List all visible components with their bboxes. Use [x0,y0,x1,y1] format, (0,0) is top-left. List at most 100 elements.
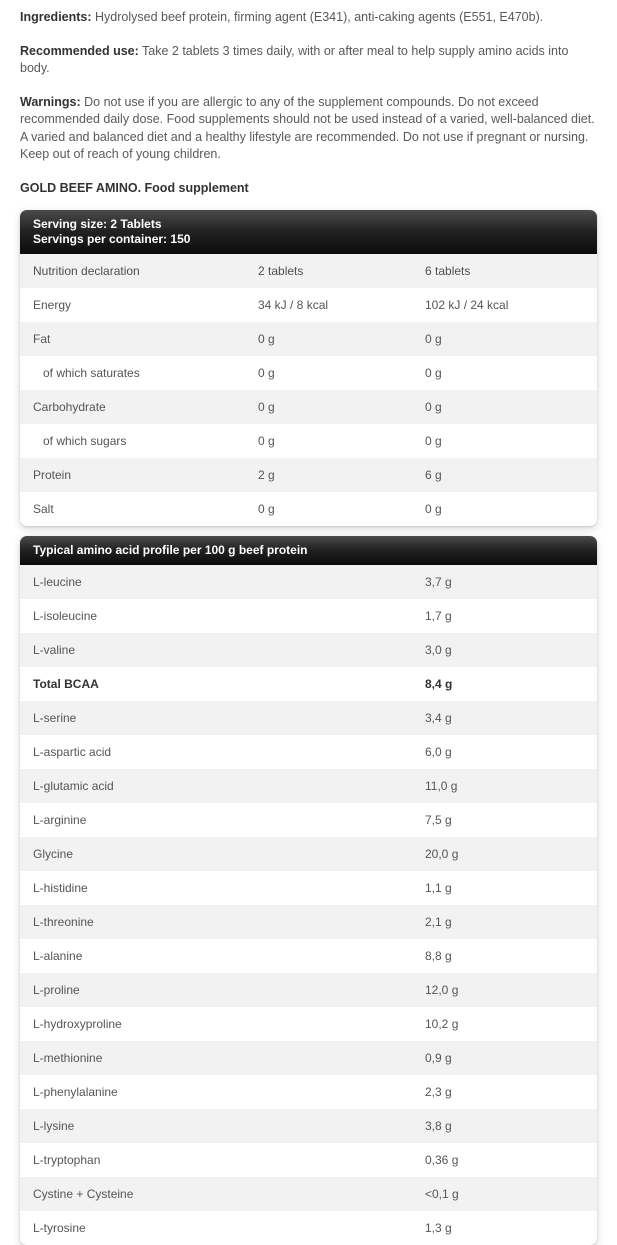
servings-per-container-line: Servings per container: 150 [33,232,584,247]
paragraph-text: Do not use if you are allergic to any of… [20,94,595,162]
amino-acid-row: Glycine 20,0 g [20,836,597,871]
nutrient-label: Fat [33,331,51,346]
amino-acid-label: L-threonine [33,914,94,929]
amino-acid-value: 0,36 g [425,1152,459,1167]
amino-acid-row: L-valine 3,0 g [20,632,597,667]
servings-per-container-value: 150 [170,231,191,246]
value-per-6-tablets: 0 g [425,331,442,346]
nutrient-label: of which saturates [43,365,140,380]
amino-acid-value: 12,0 g [425,982,459,997]
value-per-2-tablets: 0 g [258,433,275,448]
paragraph-label: Warnings: [20,94,81,109]
amino-acid-label: L-hydroxyproline [33,1016,122,1031]
amino-acid-row: Total BCAA 8,4 g [20,667,597,701]
amino-acid-value: 3,8 g [425,1118,452,1133]
amino-acid-value: 8,4 g [425,676,453,691]
amino-acid-value: 3,0 g [425,642,452,657]
value-per-6-tablets: 0 g [425,399,442,414]
amino-acid-row: L-hydroxyproline 10,2 g [20,1007,597,1041]
nutrient-label: of which sugars [43,433,127,448]
serving-info-header: Serving size: 2 Tablets Servings per con… [20,209,597,254]
amino-acid-label: L-aspartic acid [33,744,112,759]
value-per-6-tablets: 0 g [425,365,442,380]
amino-acid-row: L-isoleucine 1,7 g [20,599,597,633]
nutrition-table-row: of which saturates 0 g 0 g [20,356,597,390]
servings-per-container-label: Servings per container: [33,231,168,246]
nutrition-table-body: Energy 34 kJ / 8 kcal 102 kJ / 24 kcal F… [20,288,597,526]
amino-acid-label: L-glutamic acid [33,778,114,793]
amino-acid-value: 2,3 g [425,1084,452,1099]
nutrition-facts-card: Serving size: 2 Tablets Servings per con… [20,209,597,526]
nutrient-label: Carbohydrate [33,399,106,414]
amino-acid-row: L-alanine 8,8 g [20,939,597,973]
serving-size-line: Serving size: 2 Tablets [33,217,584,232]
value-per-2-tablets: 0 g [258,365,275,380]
nutrition-table-row: Energy 34 kJ / 8 kcal 102 kJ / 24 kcal [20,288,597,322]
nutrition-table-row: Fat 0 g 0 g [20,321,597,356]
paragraph-text: Take 2 tablets 3 times daily, with or af… [20,43,569,76]
value-per-2-tablets: 2 g [258,467,275,482]
amino-acid-label: Total BCAA [33,676,99,691]
nutrition-table-row: Carbohydrate 0 g 0 g [20,389,597,424]
amino-acid-row: L-methionine 0,9 g [20,1040,597,1075]
amino-acid-value: 1,1 g [425,880,452,895]
intro-paragraph: Warnings: Do not use if you are allergic… [20,94,597,164]
paragraph-label: Recommended use: [20,43,139,58]
nutrition-table-row: Protein 2 g 6 g [20,457,597,492]
amino-acid-label: L-proline [33,982,80,997]
amino-acid-label: L-isoleucine [33,608,98,623]
amino-acid-value: 0,9 g [425,1050,452,1065]
serving-size-value: 2 Tablets [110,216,162,231]
value-per-2-tablets: 34 kJ / 8 kcal [258,297,329,312]
nutrition-table-header-row: Nutrition declaration 2 tablets 6 tablet… [20,253,597,288]
amino-acid-label: L-valine [33,642,76,657]
value-per-2-tablets: 0 g [258,331,275,346]
amino-acid-value: 2,1 g [425,914,452,929]
amino-acid-row: L-arginine 7,5 g [20,803,597,837]
product-title-line: GOLD BEEF AMINO. Food supplement [20,180,249,195]
value-per-2-tablets: 0 g [258,501,275,516]
amino-acid-row: L-phenylalanine 2,3 g [20,1075,597,1109]
amino-acid-value: <0,1 g [425,1186,459,1201]
nutrition-table-row: of which sugars 0 g 0 g [20,424,597,458]
paragraph-label: Ingredients: [20,10,92,24]
amino-acid-label: L-leucine [33,574,82,589]
amino-acid-label: L-methionine [33,1050,103,1065]
amino-acid-label: L-serine [33,710,77,725]
amino-acid-value: 6,0 g [425,744,452,759]
nutrition-table-row: Salt 0 g 0 g [20,492,597,526]
nutrient-label: Energy [33,297,72,312]
amino-profile-header: Typical amino acid profile per 100 g bee… [20,535,597,565]
intro-paragraph: Ingredients: Hydrolysed beef protein, fi… [20,9,597,27]
amino-acid-label: Glycine [33,846,74,861]
amino-acid-row: L-proline 12,0 g [20,972,597,1007]
amino-acid-row: L-threonine 2,1 g [20,904,597,939]
amino-acid-label: L-alanine [33,948,83,963]
column-header-6-tablets: 6 tablets [425,263,471,278]
intro-section: Ingredients: Hydrolysed beef protein, fi… [20,9,597,164]
amino-acid-value: 3,4 g [425,710,452,725]
amino-acid-row: L-aspartic acid 6,0 g [20,735,597,769]
amino-acid-value: 10,2 g [425,1016,459,1031]
amino-acid-label: L-histidine [33,880,88,895]
amino-acid-profile-card: Typical amino acid profile per 100 g bee… [20,535,597,1245]
value-per-6-tablets: 6 g [425,467,442,482]
amino-acid-row: L-glutamic acid 11,0 g [20,768,597,803]
amino-acid-value: 20,0 g [425,846,459,861]
value-per-6-tablets: 0 g [425,501,442,516]
amino-acid-label: L-arginine [33,812,87,827]
amino-acid-label: L-lysine [33,1118,75,1133]
amino-acid-value: 11,0 g [425,778,458,793]
amino-acid-row: L-serine 3,4 g [20,700,597,735]
column-header-2-tablets: 2 tablets [258,263,304,278]
amino-acid-row: L-histidine 1,1 g [20,871,597,905]
amino-acid-value: 3,7 g [425,574,452,589]
amino-acid-table-body: L-leucine 3,7 g L-isoleucine 1,7 g L-val… [20,564,597,1245]
amino-acid-value: 8,8 g [425,948,452,963]
paragraph-text: Hydrolysed beef protein, firming agent (… [95,10,544,24]
amino-acid-value: 1,7 g [425,608,452,623]
value-per-6-tablets: 0 g [425,433,442,448]
amino-acid-row: L-tryptophan 0,36 g [20,1143,597,1177]
nutrient-label: Protein [33,467,72,482]
